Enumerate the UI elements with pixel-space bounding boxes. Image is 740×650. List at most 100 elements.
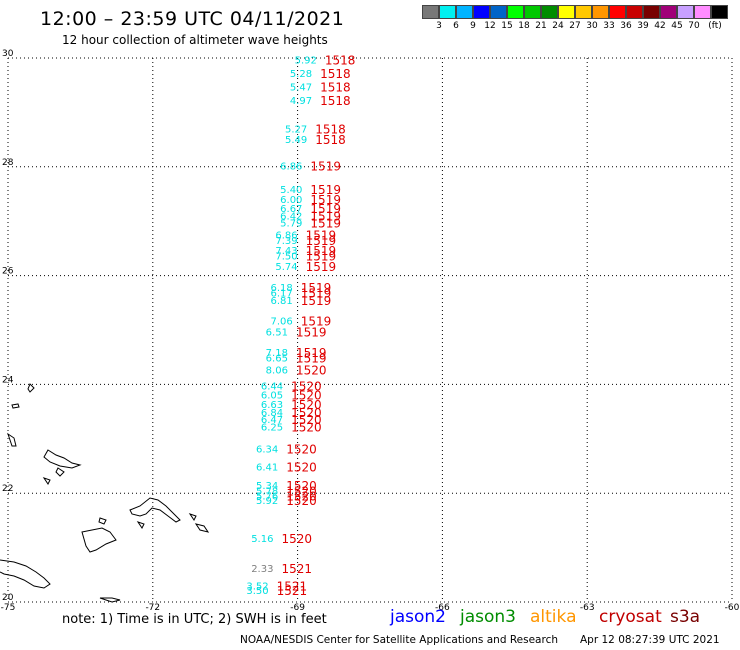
latitude-tick-label: 24 xyxy=(2,375,14,385)
time-label: 1520 xyxy=(291,413,322,427)
longitude-tick-label: -60 xyxy=(725,603,740,613)
time-label: 1519 xyxy=(296,346,327,360)
credit-line: NOAA/NESDIS Center for Satellite Applica… xyxy=(240,634,558,646)
time-label: 1518 xyxy=(320,67,351,81)
swh-label: 4.97 xyxy=(290,96,312,107)
longitude-tick-label: -66 xyxy=(435,603,450,613)
time-label: 1519 xyxy=(310,202,341,216)
colorbar-swatch xyxy=(660,5,677,19)
colorbar-label: 12 xyxy=(484,21,496,31)
colorbar-labels: 3 6 9 12 15 18 21 24 27 30 33 36 39 42 45 70 (ft) xyxy=(422,21,740,33)
time-label: 1519 xyxy=(310,160,341,174)
colorbar-label: 3 xyxy=(436,21,442,31)
time-label: 1519 xyxy=(310,217,341,231)
colorbar-swatch xyxy=(524,5,541,19)
axis-tick-labels: -75 -72 -69 -66 -63 -60 30 28 26 24 22 20 xyxy=(1,49,740,613)
longitude-tick-label: -75 xyxy=(1,603,16,613)
time-label: 1520 xyxy=(296,364,327,378)
time-label: 1520 xyxy=(286,460,317,474)
time-label: 1519 xyxy=(296,325,327,339)
colorbar-label: 45 xyxy=(671,21,683,31)
time-label: 1518 xyxy=(325,53,356,67)
time-label: 1519 xyxy=(301,315,332,329)
swh-label: 7.18 xyxy=(266,348,288,359)
colorbar-label: 30 xyxy=(586,21,598,31)
swh-label: 5.74 xyxy=(275,262,297,273)
time-label: 1520 xyxy=(291,406,322,420)
satellite-legend-entry: s3a xyxy=(670,607,701,627)
colorbar-swatch xyxy=(609,5,626,19)
swh-label: 6.44 xyxy=(261,381,283,392)
swh-label: 7.43 xyxy=(275,246,297,257)
swh-label: 5.92 xyxy=(256,496,278,507)
colorbar-label: 42 xyxy=(654,21,666,31)
colorbar-swatch xyxy=(558,5,575,19)
colorbar-swatch xyxy=(541,5,558,19)
time-label: 1519 xyxy=(306,229,337,243)
swh-label: 6.51 xyxy=(266,327,288,338)
swh-label: 6.17 xyxy=(271,288,293,299)
time-label: 1519 xyxy=(301,286,332,300)
swh-label: 5.47 xyxy=(290,83,312,94)
colorbar-swatch xyxy=(643,5,660,19)
time-label: 1520 xyxy=(291,398,322,412)
time-label: 1519 xyxy=(310,183,341,197)
colorbar-label: 21 xyxy=(535,21,547,31)
swh-label: 6.67 xyxy=(280,204,302,215)
swh-label: 6.65 xyxy=(266,354,288,365)
satellite-legend-entry: jason2 xyxy=(390,607,446,627)
time-label: 1518 xyxy=(315,133,346,147)
swh-label: 6.84 xyxy=(261,408,283,419)
colorbar xyxy=(422,5,728,19)
swh-label: 5.92 xyxy=(295,55,317,66)
time-label: 1519 xyxy=(301,294,332,308)
time-label: 1520 xyxy=(286,490,317,504)
colorbar-swatch xyxy=(575,5,592,19)
colorbar-swatch xyxy=(626,5,643,19)
colorbar-swatch xyxy=(422,5,439,19)
swh-label: 6.47 xyxy=(261,415,283,426)
generated-timestamp: Apr 12 08:27:39 UTC 2021 xyxy=(580,634,720,646)
time-label: 1520 xyxy=(291,421,322,435)
colorbar-label: 9 xyxy=(470,21,476,31)
swh-label: 5.16 xyxy=(251,534,273,545)
colorbar-swatch xyxy=(592,5,609,19)
swh-label: 6.41 xyxy=(256,462,278,473)
time-label: 1519 xyxy=(306,244,337,258)
swh-label: 5.49 xyxy=(285,135,307,146)
time-label: 1521 xyxy=(277,584,308,598)
time-label: 1518 xyxy=(315,123,346,137)
latitude-tick-label: 30 xyxy=(2,49,14,59)
time-label: 1519 xyxy=(310,193,341,207)
swh-label: 2.33 xyxy=(251,564,273,575)
satellite-legend-entry: cryosat xyxy=(599,607,662,627)
swh-label: 5.34 xyxy=(256,481,278,492)
swh-label: 3.50 xyxy=(246,586,268,597)
swh-label: 6.42 xyxy=(280,212,302,223)
latitude-tick-label: 26 xyxy=(2,267,14,277)
time-label: 1519 xyxy=(306,260,337,274)
time-label: 1520 xyxy=(291,379,322,393)
swh-label: 3.52 xyxy=(246,581,268,592)
longitude-tick-label: -69 xyxy=(290,603,305,613)
time-label: 1521 xyxy=(281,562,312,576)
swh-label: 6.25 xyxy=(261,423,283,434)
swh-label: 5.78 xyxy=(256,486,278,497)
colorbar-swatch xyxy=(711,5,728,19)
latitude-tick-label: 22 xyxy=(2,484,13,494)
colorbar-label: 27 xyxy=(569,21,581,31)
colorbar-swatch xyxy=(677,5,694,19)
swh-label: 5.40 xyxy=(280,185,302,196)
swh-label: 6.05 xyxy=(261,391,283,402)
swh-label: 6.63 xyxy=(261,400,283,411)
time-label: 1519 xyxy=(296,352,327,366)
swh-label: 5.27 xyxy=(285,125,307,136)
time-label: 1520 xyxy=(286,484,317,498)
colorbar-label: 36 xyxy=(620,21,632,31)
swh-label: 6.34 xyxy=(256,444,278,455)
satellite-legend-entry: jason3 xyxy=(460,607,516,627)
time-label: 1519 xyxy=(306,249,337,263)
colorbar-label: 6 xyxy=(453,21,459,31)
